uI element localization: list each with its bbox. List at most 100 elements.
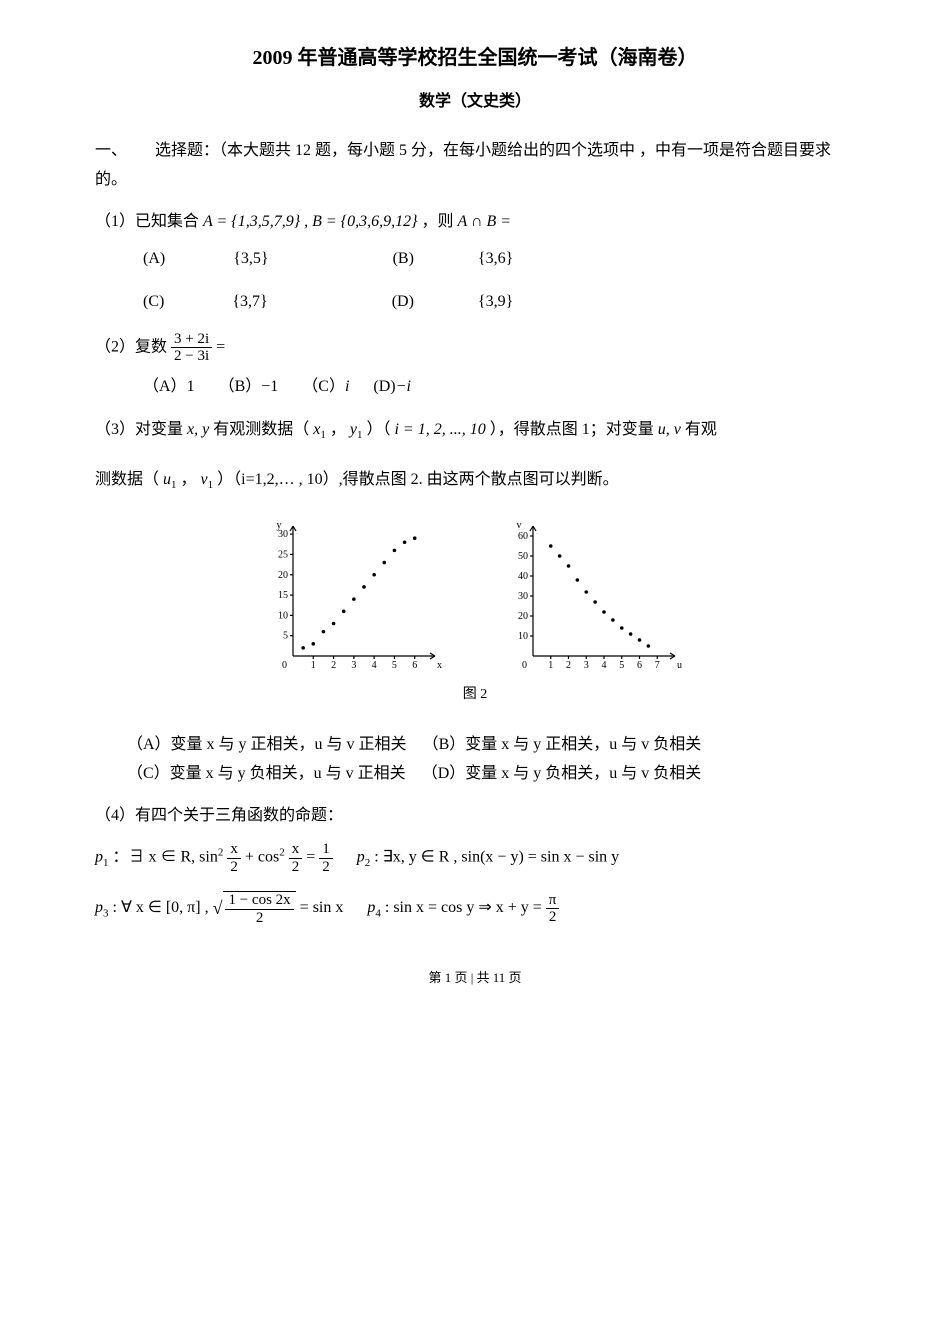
- svg-text:60: 60: [518, 531, 528, 542]
- q1-optC-l: (C): [143, 288, 164, 317]
- p4-frac: π2: [546, 892, 560, 926]
- q3-a3: ）（: [366, 421, 390, 438]
- sqrt-icon: √: [213, 898, 223, 918]
- svg-text:4: 4: [372, 660, 377, 671]
- q3-c1: ，: [330, 421, 346, 438]
- p1-f3n: 1: [319, 841, 333, 859]
- p1-f1d: 2: [227, 859, 241, 876]
- section-1-label: 一、: [95, 142, 127, 159]
- q1-optD: {3,9}: [478, 288, 513, 317]
- p1-frac1: x2: [227, 841, 241, 875]
- p1-frac2: x2: [289, 841, 303, 875]
- svg-text:6: 6: [412, 660, 417, 671]
- section-1: 一、 选择题：（本大题共 12 题，每小题 5 分，在每小题给出的四个选项中 ，…: [95, 137, 855, 195]
- p3-text1: : ∀: [113, 899, 132, 916]
- q2-num: 3 + 2i: [171, 331, 212, 349]
- p3-sqrt: 1 − cos 2x2: [223, 891, 295, 926]
- q2-optA-l: （A）: [143, 378, 187, 395]
- p1-f1n: x: [227, 841, 241, 859]
- svg-text:1: 1: [311, 660, 316, 671]
- p1-sym: p: [95, 849, 103, 866]
- svg-text:7: 7: [655, 660, 660, 671]
- svg-text:3: 3: [351, 660, 356, 671]
- q2-options: （A）1 （B）−1 （C）i (D)−i: [143, 373, 855, 402]
- q1-optB-l: (B): [393, 245, 414, 274]
- q3-u1s: 1: [171, 479, 177, 491]
- q2-optC: i: [345, 378, 349, 395]
- svg-text:u: u: [677, 660, 682, 671]
- q2-label: （2）复数: [95, 338, 167, 355]
- q3-optB: （B）变量 x 与 y 正相关，u 与 v 负相关: [423, 736, 702, 753]
- svg-text:20: 20: [518, 611, 528, 622]
- svg-text:15: 15: [278, 590, 288, 601]
- p4-text: : sin x = cos y ⇒ x + y =: [385, 899, 546, 916]
- q1-optD-l: (D): [392, 288, 414, 317]
- svg-text:1: 1: [548, 660, 553, 671]
- svg-text:50: 50: [518, 551, 528, 562]
- q3-options: （A）变量 x 与 y 正相关，u 与 v 正相关 （B）变量 x 与 y 正相…: [95, 731, 855, 789]
- svg-text:0: 0: [522, 660, 527, 671]
- q3-x1s: 1: [320, 429, 326, 441]
- svg-text:10: 10: [518, 631, 528, 642]
- p4-fd: 2: [546, 909, 560, 926]
- q4-line1: p1 ：∃ x ∈ R, sin2 x2 + cos2 x2 = 12 p2 :…: [95, 841, 855, 875]
- q1-sets: A = {1,3,5,7,9} , B = {0,3,6,9,12}: [203, 213, 417, 230]
- scatter-charts: 51015202530123456yx0 1020304050601234567…: [95, 516, 855, 676]
- p1-sub: 1: [103, 857, 109, 869]
- p3-text3: = sin x: [300, 899, 344, 916]
- q1-optA-l: (A): [143, 245, 165, 274]
- p3-rd: 2: [225, 910, 293, 927]
- q3-pre: （3）对变量: [95, 421, 183, 438]
- svg-text:25: 25: [278, 549, 288, 560]
- page-footer: 第 1 页 | 共 11 页: [95, 966, 855, 989]
- q3-optD: （D）变量 x 与 y 负相关，u 与 v 负相关: [422, 765, 702, 782]
- p2-sub: 2: [365, 857, 371, 869]
- svg-text:20: 20: [278, 569, 288, 580]
- q2-optA: 1: [187, 378, 195, 395]
- p1-f3d: 2: [319, 859, 333, 876]
- q3-a4: ），得散点图 1；对变量: [490, 421, 654, 438]
- question-3-line2: 测数据（ u1 ， v1 ）（i=1,2,… , 10）,得散点图 2. 由这两…: [95, 466, 855, 496]
- p1-sq1: 2: [218, 846, 224, 858]
- p3-x: x: [136, 899, 144, 916]
- p4-fn: π: [546, 892, 560, 910]
- p1-plus: + cos: [245, 849, 279, 866]
- p3-text2: ∈ [0, π] ,: [148, 899, 209, 916]
- q1-optC: {3,7}: [232, 288, 267, 317]
- scatter-chart-1: 51015202530123456yx0: [265, 516, 445, 676]
- p2-sym: p: [357, 849, 365, 866]
- p1-text: ：∃ x ∈ R, sin: [113, 849, 218, 866]
- q2-optB: −1: [261, 378, 278, 395]
- q3-y1: y: [350, 421, 357, 438]
- figure-caption: 图 2: [95, 682, 855, 707]
- p4-sub: 4: [375, 907, 381, 919]
- p2-text: : ∃x, y ∈ R , sin(x − y) = sin x − sin y: [374, 849, 619, 866]
- svg-text:3: 3: [584, 660, 589, 671]
- p3-sub: 3: [103, 907, 109, 919]
- p1-frac3: 12: [319, 841, 333, 875]
- svg-text:4: 4: [602, 660, 607, 671]
- svg-text:5: 5: [392, 660, 397, 671]
- svg-text:2: 2: [331, 660, 336, 671]
- p1-f2n: x: [289, 841, 303, 859]
- q3-a2: 有观测数据（: [213, 421, 309, 438]
- q3-l2a: 测数据（: [95, 471, 159, 488]
- q3-v1s: 1: [208, 479, 214, 491]
- svg-text:2: 2: [566, 660, 571, 671]
- section-1-text: 选择题：（本大题共 12 题，每小题 5 分，在每小题给出的四个选项中 ，中有一…: [95, 142, 831, 188]
- q2-den: 2 − 3i: [171, 348, 212, 365]
- q3-l2b: ）（i=1,2,… , 10）,得散点图 2. 由这两个散点图可以判断。: [217, 471, 618, 488]
- q3-optC: （C）变量 x 与 y 负相关，u 与 v 正相关: [127, 765, 406, 782]
- svg-text:40: 40: [518, 571, 528, 582]
- page-subtitle: 数学（文史类）: [95, 88, 855, 117]
- svg-text:y: y: [277, 520, 282, 531]
- p1-f2d: 2: [289, 859, 303, 876]
- q3-y1s: 1: [357, 429, 363, 441]
- question-1: （1）已知集合 A = {1,3,5,7,9} , B = {0,3,6,9,1…: [95, 208, 855, 316]
- q3-a5: 有观: [685, 421, 717, 438]
- q2-optD: −i: [396, 378, 411, 395]
- q1-expr: A ∩ B =: [457, 213, 511, 230]
- page-title: 2009 年普通高等学校招生全国统一考试（海南卷）: [95, 40, 855, 76]
- q3-v1: v: [201, 471, 208, 488]
- question-2: （2）复数 3 + 2i 2 − 3i = （A）1 （B）−1 （C）i (D…: [95, 331, 855, 402]
